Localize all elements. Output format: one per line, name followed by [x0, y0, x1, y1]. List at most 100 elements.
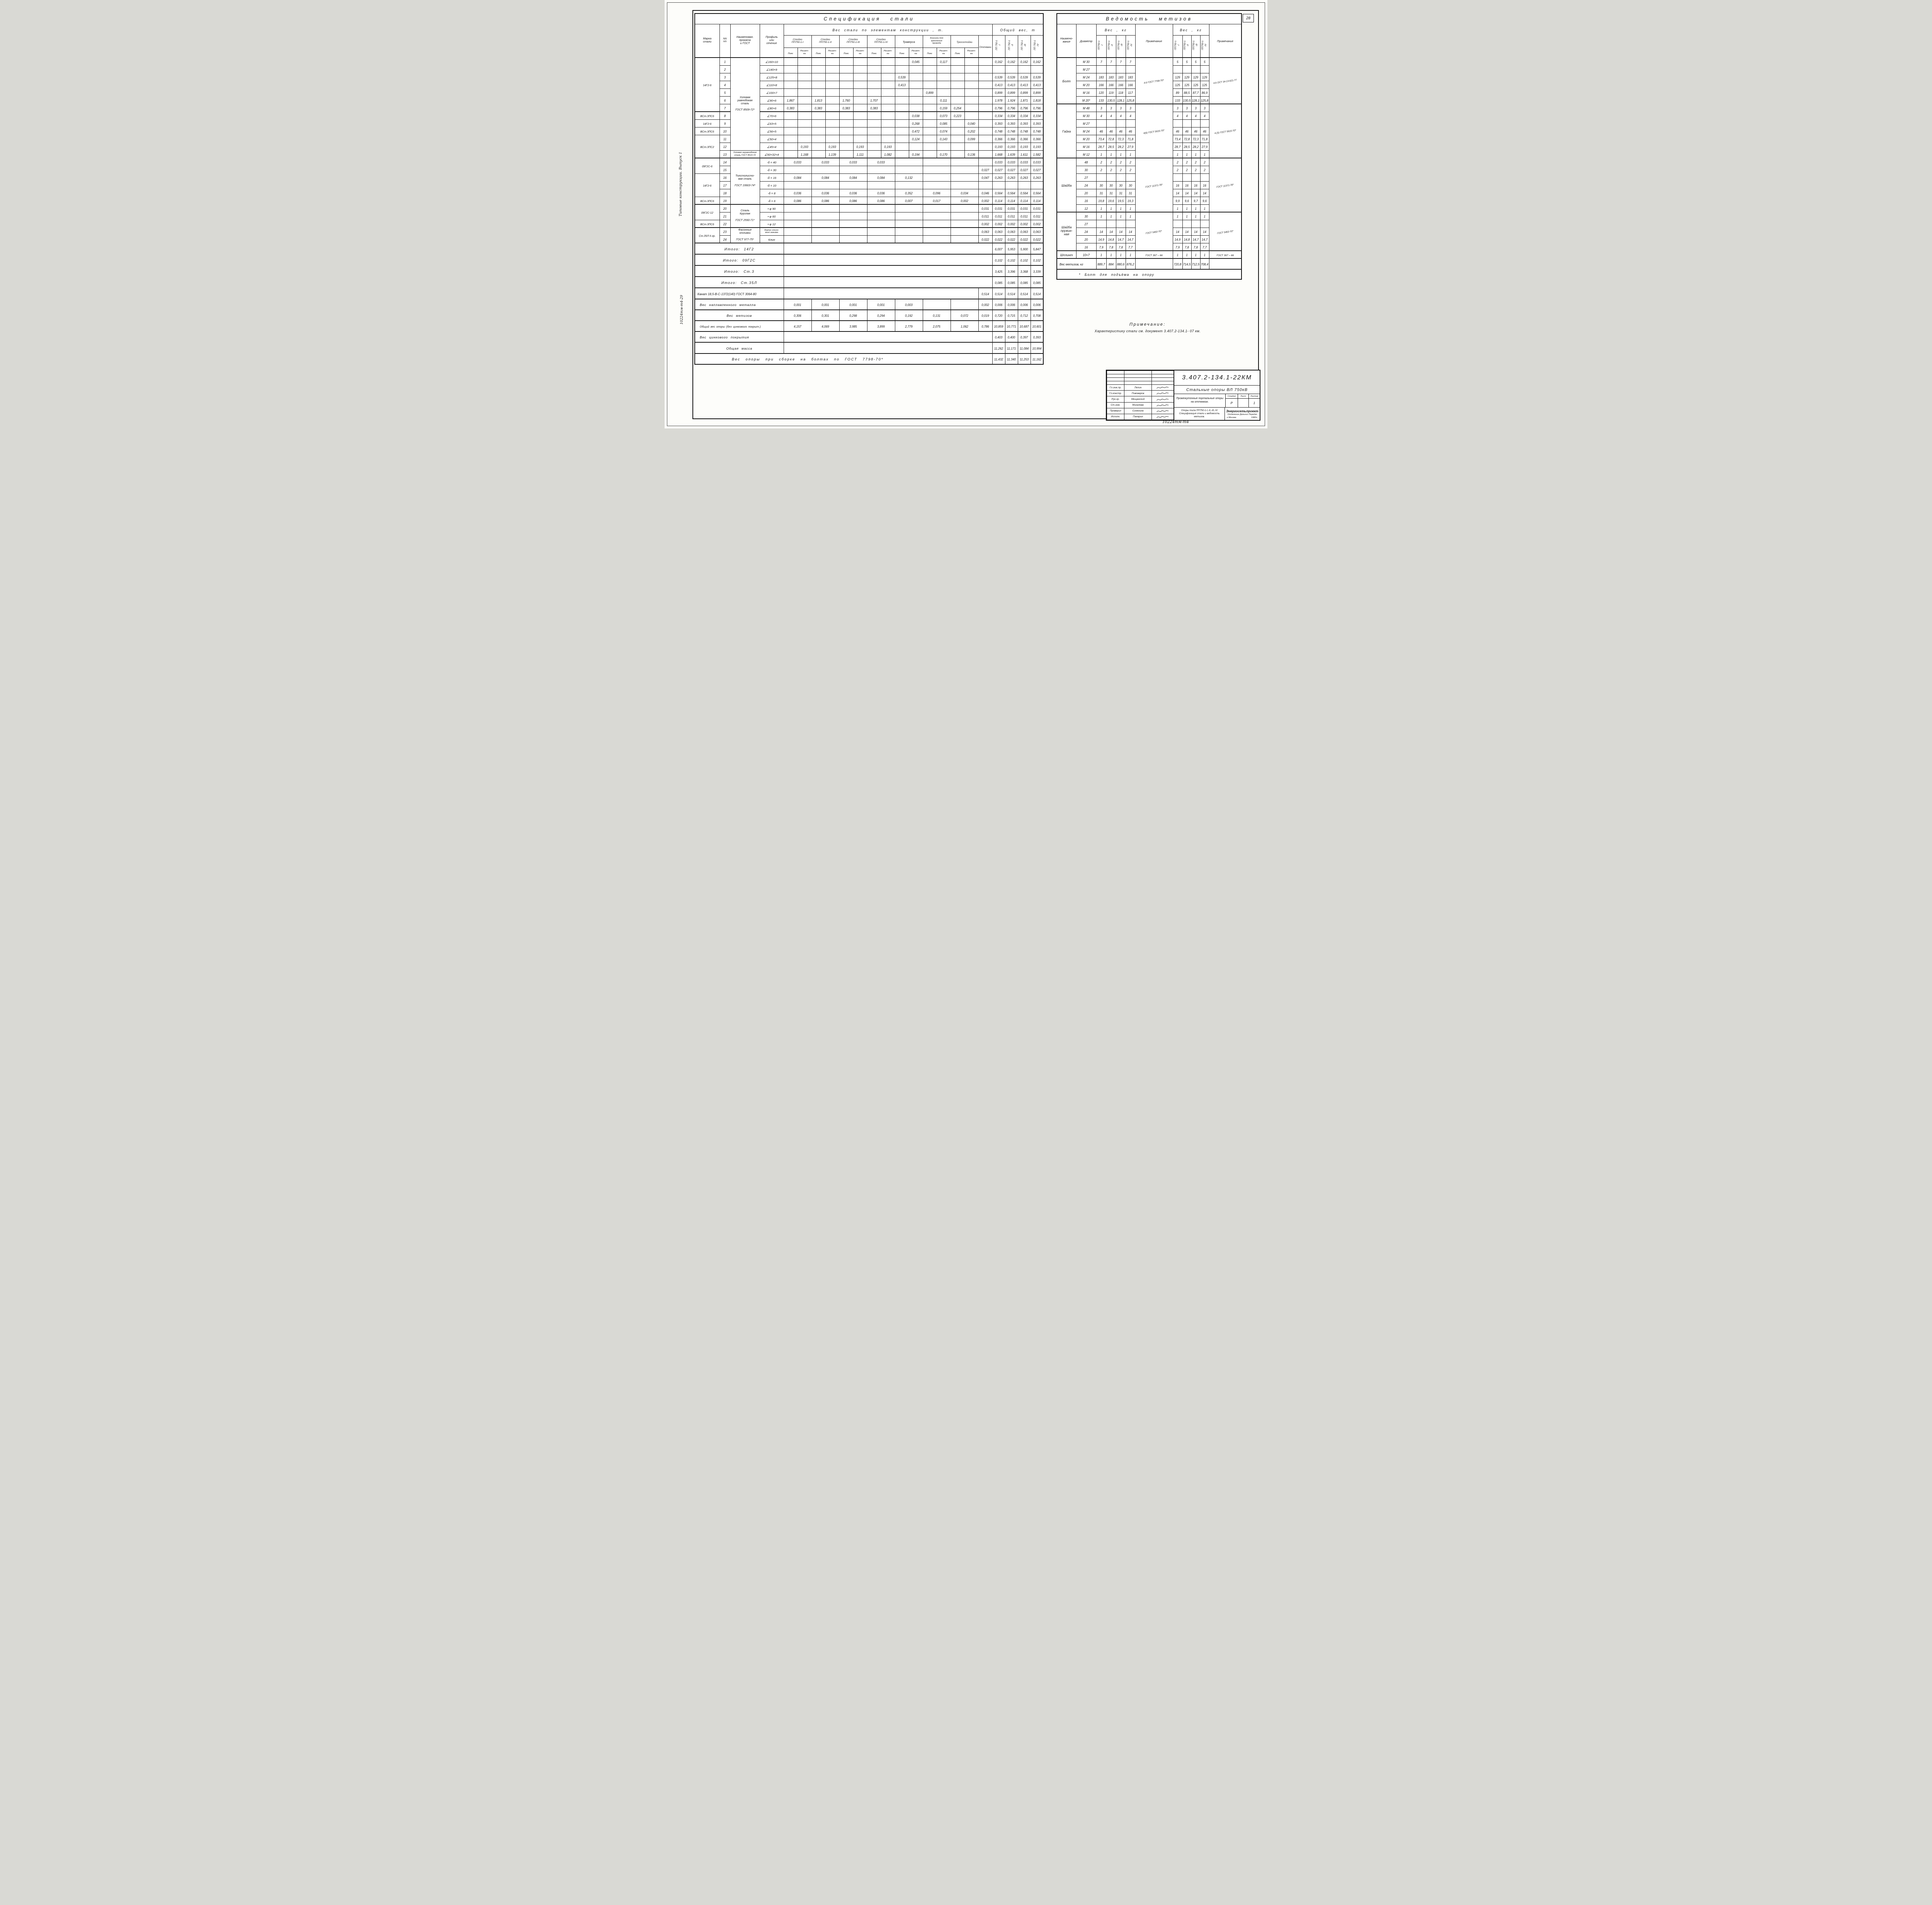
cell: 0,033 [1005, 158, 1018, 166]
empty-cell [1191, 119, 1201, 127]
cell: 30 [1116, 181, 1126, 189]
cell: 0,102 [1030, 254, 1044, 266]
cell: 4 [719, 80, 731, 89]
cell: Итого: 09Г2С [694, 254, 784, 266]
cell: Тросостойки [950, 35, 979, 48]
cell: 714,5 [1182, 258, 1192, 270]
cell: 0,400 [1005, 331, 1018, 343]
empty-cell [1151, 381, 1174, 385]
empty-cell [811, 80, 826, 89]
cell: Итого: Ст.3 [694, 265, 784, 277]
cell: 71,8 [1200, 134, 1209, 143]
empty-cell [783, 65, 798, 73]
note-block: Примечание: Характеристику стали см. док… [1051, 322, 1244, 333]
cell: 5 [1191, 57, 1201, 66]
table-row: 15 -δ = 30 0,027 0,027 0,027 0,027 0,027 [695, 165, 1044, 174]
table-row: 09Г2С-12 20 Сталь Круглая ГОСТ 2590-71* • φ… [694, 204, 1044, 228]
cell: ГОСТ 397 – 66 [1135, 250, 1173, 259]
cell: М 20* [1076, 96, 1097, 104]
cell: Решет- ка [964, 47, 979, 58]
table-row: М 30 4 4 4 4 4 4 4 4 [1057, 111, 1242, 120]
cell: 46 [1116, 127, 1126, 135]
empty-cell [811, 219, 840, 228]
cell: 1 [1182, 250, 1192, 259]
empty-cell [950, 165, 979, 174]
empty-cell [1096, 219, 1107, 228]
cell: 183 [1106, 73, 1116, 81]
cell: 125 [1191, 80, 1201, 89]
cell: 3 [719, 73, 731, 81]
empty-cell [783, 342, 993, 354]
cell: 128,1 [1191, 96, 1201, 104]
cell: 1 [1116, 250, 1126, 259]
cell: Решет- ка [853, 47, 867, 58]
cell: 24 [1076, 227, 1097, 236]
empty-cell [1124, 377, 1152, 382]
cell: 31 [1106, 189, 1116, 197]
empty-cell [867, 142, 881, 151]
person-name: Пивоваров [1124, 390, 1152, 397]
cell: 28,7 [1096, 142, 1107, 151]
cell: 0,899 [922, 88, 937, 97]
empty-cell [895, 104, 909, 112]
empty-cell [881, 127, 895, 135]
signature-icon [1156, 398, 1169, 401]
cell: 31 [1096, 189, 1107, 197]
cell: 3 [1172, 104, 1183, 112]
cell: 10,771 [1005, 320, 1018, 332]
cell: 1 [1172, 212, 1183, 220]
cell: -δ = 10 [759, 181, 784, 189]
cell: 1 [1200, 150, 1209, 158]
cell: 0,334 [1005, 111, 1018, 120]
empty-cell [1172, 65, 1183, 73]
cell: 13 [719, 150, 731, 158]
cell: 0,011 [1017, 212, 1031, 220]
empty-cell [922, 165, 951, 174]
empty-cell [978, 88, 993, 97]
empty-cell [950, 73, 965, 81]
cell: 87,7 [1191, 88, 1201, 97]
cell: Консоли для крепления провода [922, 35, 951, 48]
empty-cell [811, 165, 840, 174]
empty-cell [1200, 219, 1209, 228]
cell: 2,075 [922, 320, 951, 332]
empty-cell [895, 204, 923, 212]
empty-cell [922, 181, 951, 189]
cell: 0,162 [992, 57, 1005, 66]
cell: 0,047 [978, 173, 993, 182]
signature-icon [1156, 410, 1169, 412]
empty-cell [839, 57, 854, 66]
table-row [1107, 370, 1174, 375]
empty-cell [867, 150, 881, 158]
empty-cell [811, 119, 826, 127]
table-row: Рук.гр. Мещанский [1107, 396, 1174, 403]
cell: 0,159 [936, 104, 951, 112]
cell: 0,383 [867, 104, 881, 112]
empty-cell [839, 73, 854, 81]
cell: 0,084 [839, 173, 867, 182]
cell: 1 [1200, 250, 1209, 259]
empty-cell [881, 119, 895, 127]
cell: • φ 90 [759, 204, 784, 212]
cell: 19,5 [1116, 196, 1126, 205]
cell: 14 [1172, 189, 1183, 197]
cell: 6 [719, 96, 731, 104]
cell: 0,162 [1030, 57, 1044, 66]
cell: ПП 750-1 -III [1017, 35, 1031, 58]
cell: 0,102 [1005, 254, 1018, 266]
cell: 1 [1116, 212, 1126, 220]
cell: 0,034 [950, 189, 979, 197]
cell: 1,668 [992, 150, 1005, 158]
cell: 0,193 [853, 142, 867, 151]
cell: Болт [1056, 57, 1077, 104]
cell: 4.6 ОСТ 34-13-021-77 [1209, 57, 1242, 104]
empty-cell [964, 96, 979, 104]
cell: 0,111 [936, 96, 951, 104]
empty-cell [839, 181, 867, 189]
cell: 0,072 [950, 309, 979, 321]
cell: 0,193 [992, 142, 1005, 151]
empty-cell [922, 299, 951, 310]
cell: 0,193 [825, 142, 840, 151]
empty-cell [950, 134, 965, 143]
cell: 0,117 [936, 57, 951, 66]
